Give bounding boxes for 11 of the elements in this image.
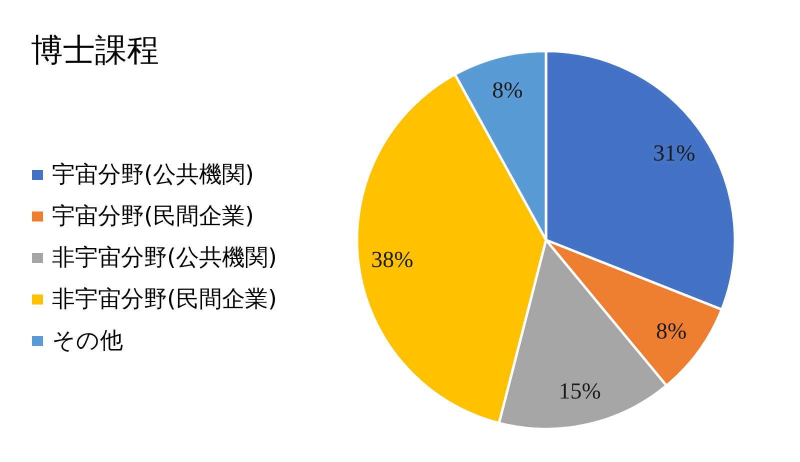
legend-label: その他: [52, 328, 123, 354]
data-label: 15%: [558, 378, 601, 404]
data-label: 38%: [371, 246, 414, 272]
legend-label: 非宇宙分野(公共機関): [52, 245, 277, 271]
chart-title: 博士課程: [31, 31, 159, 69]
data-label: 8%: [656, 318, 687, 344]
legend-label: 非宇宙分野(民間企業): [52, 286, 277, 312]
data-label: 8%: [492, 77, 523, 102]
legend-label: 宇宙分野(民間企業): [52, 204, 254, 230]
data-label: 31%: [653, 140, 696, 166]
legend-label: 宇宙分野(公共機関): [52, 162, 254, 188]
